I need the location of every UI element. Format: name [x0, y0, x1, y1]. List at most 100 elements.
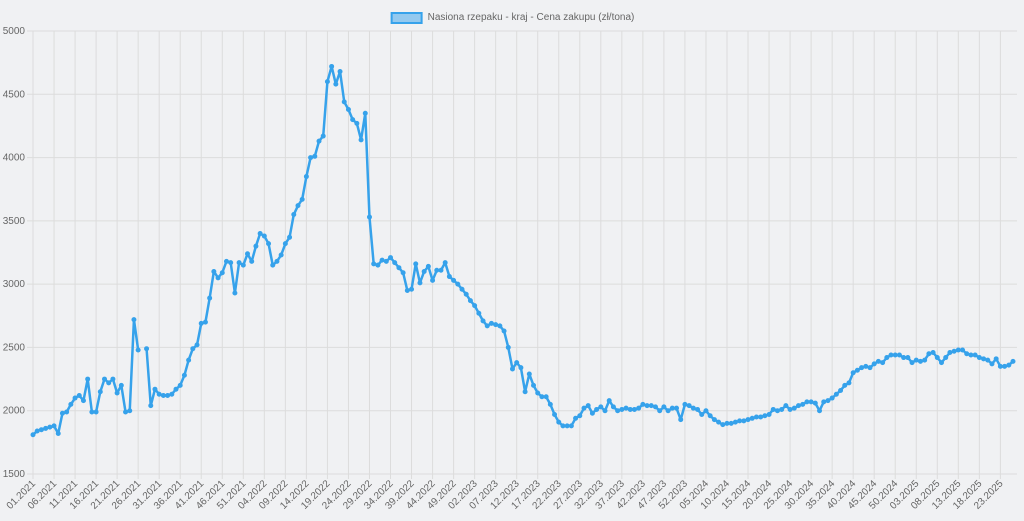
point — [859, 365, 865, 371]
point — [745, 417, 751, 423]
point — [930, 349, 936, 355]
point — [51, 423, 57, 429]
point — [594, 406, 600, 412]
point — [753, 414, 759, 420]
point — [623, 405, 629, 411]
point — [955, 347, 961, 353]
point — [800, 401, 806, 407]
point — [892, 352, 898, 358]
point — [261, 233, 267, 239]
point — [598, 404, 604, 410]
point — [589, 410, 595, 416]
point — [253, 243, 259, 249]
point — [661, 404, 667, 410]
point — [236, 260, 242, 266]
point — [1002, 363, 1008, 369]
point — [467, 298, 473, 304]
point — [425, 263, 431, 269]
point — [85, 376, 91, 382]
point — [947, 349, 953, 355]
point — [249, 258, 255, 264]
point — [131, 317, 137, 323]
point — [43, 425, 49, 431]
point — [825, 398, 831, 404]
point — [345, 106, 351, 112]
point — [943, 355, 949, 361]
point — [270, 262, 276, 268]
point — [568, 423, 574, 429]
point — [68, 401, 74, 407]
point — [366, 214, 372, 220]
point — [240, 262, 246, 268]
point — [379, 257, 385, 263]
point — [518, 365, 524, 371]
point — [695, 406, 701, 412]
point — [102, 376, 108, 382]
point — [186, 357, 192, 363]
point — [451, 277, 457, 283]
point — [337, 69, 343, 75]
point — [585, 403, 591, 409]
point — [652, 404, 658, 410]
point — [493, 322, 499, 328]
point — [127, 408, 133, 414]
point — [552, 412, 558, 418]
point — [257, 231, 263, 237]
point — [438, 267, 444, 273]
point — [976, 355, 982, 361]
point — [774, 408, 780, 414]
point — [72, 395, 78, 401]
point — [169, 391, 175, 397]
point — [993, 356, 999, 362]
point — [417, 280, 423, 286]
point — [47, 424, 53, 430]
point — [997, 363, 1003, 369]
point — [838, 387, 844, 393]
point — [388, 255, 394, 261]
point — [779, 406, 785, 412]
line — [32, 318, 140, 436]
point — [922, 357, 928, 363]
point — [581, 405, 587, 411]
point — [463, 291, 469, 297]
point — [783, 403, 789, 409]
point — [308, 155, 314, 161]
point — [409, 286, 415, 292]
point — [867, 365, 873, 371]
y-tick-label: 1500 — [3, 469, 26, 480]
point — [615, 408, 621, 414]
point — [964, 351, 970, 357]
point — [749, 415, 755, 421]
point — [846, 380, 852, 386]
point — [76, 393, 82, 399]
point — [291, 212, 297, 218]
point — [442, 260, 448, 266]
point — [383, 258, 389, 264]
point — [619, 406, 625, 412]
point — [716, 419, 722, 425]
point — [880, 360, 886, 366]
point — [404, 287, 410, 293]
point — [648, 403, 654, 409]
point — [817, 408, 823, 414]
point — [543, 394, 549, 400]
point — [610, 404, 616, 410]
point — [362, 110, 368, 116]
y-tick-label: 3500 — [3, 216, 26, 227]
point — [678, 417, 684, 423]
point — [770, 406, 776, 412]
point — [110, 376, 116, 382]
point — [514, 360, 520, 366]
point — [795, 403, 801, 409]
point — [106, 380, 112, 386]
point — [732, 419, 738, 425]
point — [430, 277, 436, 283]
point — [295, 203, 301, 209]
point — [207, 295, 213, 301]
point — [674, 405, 680, 411]
point — [711, 417, 717, 423]
point — [854, 367, 860, 373]
point — [354, 120, 360, 126]
point — [202, 319, 208, 325]
point — [787, 406, 793, 412]
